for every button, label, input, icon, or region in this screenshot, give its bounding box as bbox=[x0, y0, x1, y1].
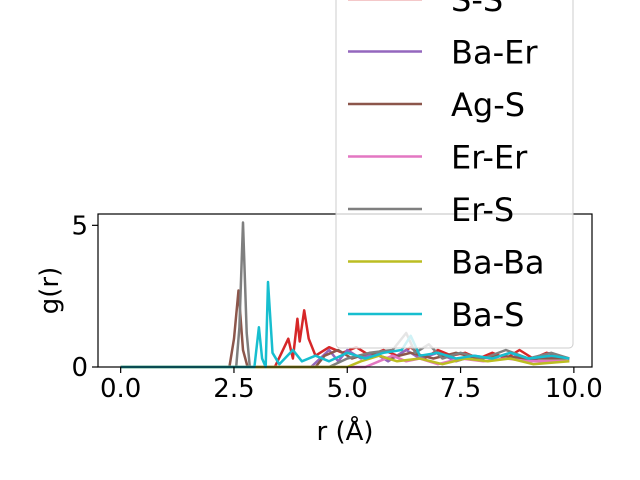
y-axis-ticks: 05 bbox=[71, 211, 98, 383]
legend-entry: Er-S bbox=[451, 191, 514, 229]
series-line-ba-ba bbox=[120, 354, 570, 369]
y-tick-label: 0 bbox=[71, 353, 88, 383]
x-tick-label: 5.0 bbox=[327, 374, 368, 404]
legend-items: S-S Ba-Er Ag-S Er-Er Er-S Ba-Ba Ba-S bbox=[348, 0, 545, 334]
legend: S-S Ba-Er Ag-S Er-Er Er-S Ba-Ba Ba-S bbox=[335, 0, 574, 349]
x-axis-label: r (Å) bbox=[316, 415, 373, 447]
x-tick-label: 2.5 bbox=[213, 374, 254, 404]
y-tick-label: 5 bbox=[71, 211, 88, 241]
x-axis-ticks: 0.0 2.5 5.0 7.5 10.0 bbox=[100, 367, 603, 404]
x-tick-label: 10.0 bbox=[545, 374, 603, 404]
legend-entry: Ag-S bbox=[451, 86, 525, 124]
legend-entry: Ba-Ba bbox=[451, 244, 545, 282]
x-tick-label: 0.0 bbox=[100, 374, 141, 404]
legend-entry: Ba-S bbox=[451, 296, 524, 334]
legend-entry: S-S bbox=[451, 0, 503, 19]
legend-entry: Ba-Er bbox=[451, 34, 538, 72]
series-line-ba-s bbox=[120, 280, 570, 369]
legend-entry: Er-Er bbox=[451, 139, 528, 177]
x-tick-label: 7.5 bbox=[440, 374, 481, 404]
y-axis-label: g(r) bbox=[35, 267, 65, 314]
